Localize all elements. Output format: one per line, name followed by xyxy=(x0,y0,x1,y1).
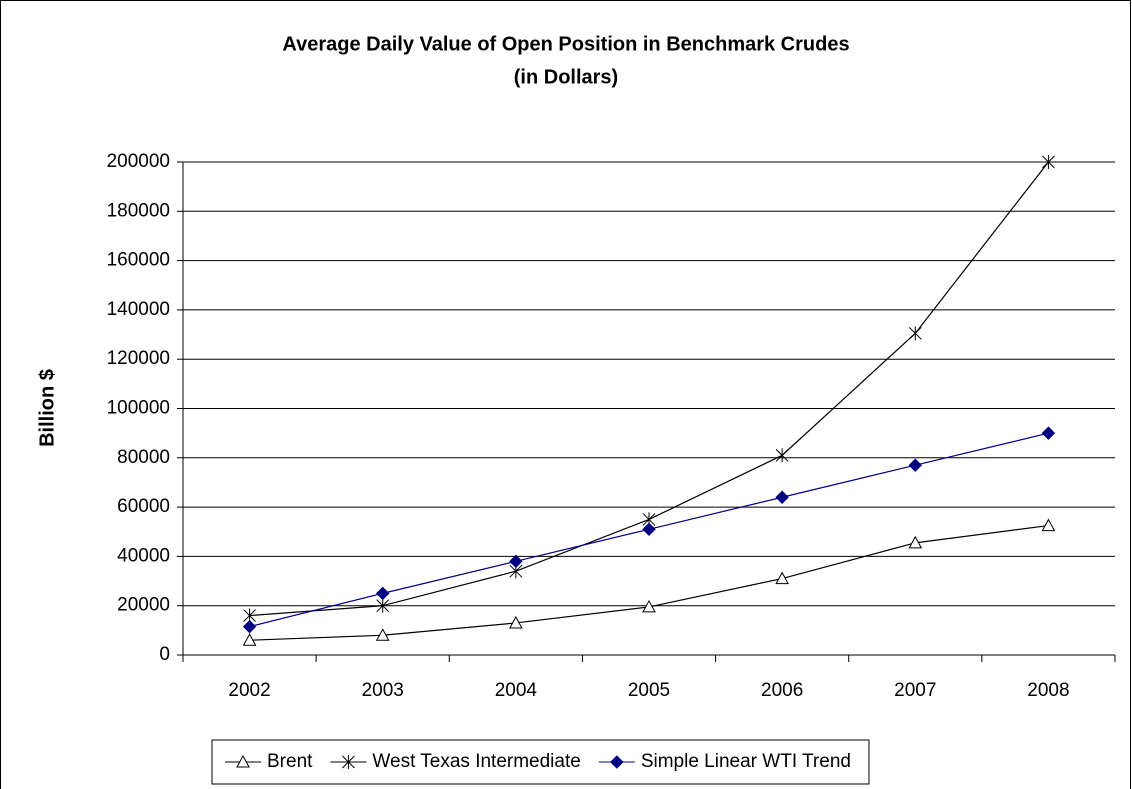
y-tick-label: 40000 xyxy=(117,545,170,566)
marker xyxy=(342,755,355,769)
marker xyxy=(242,633,257,646)
y-tick-label: 200000 xyxy=(107,151,170,172)
y-tick-label: 20000 xyxy=(117,595,170,616)
x-tick-label: 2005 xyxy=(628,680,670,701)
marker xyxy=(375,628,390,641)
x-tick-label: 2007 xyxy=(894,680,936,701)
x-tick-label: 2008 xyxy=(1027,680,1069,701)
marker xyxy=(242,619,257,634)
legend-box xyxy=(211,739,870,785)
marker xyxy=(1042,155,1055,169)
marker xyxy=(1041,426,1056,440)
y-tick-label: 140000 xyxy=(107,299,170,320)
marker xyxy=(509,615,523,629)
marker xyxy=(376,598,390,613)
y-tick-label: 180000 xyxy=(107,200,170,221)
marker xyxy=(509,554,523,569)
legend-label: West Texas Intermediate xyxy=(372,751,580,772)
y-tick-label: 60000 xyxy=(117,496,170,517)
x-tick-label: 2003 xyxy=(362,680,404,701)
y-tick-label: 120000 xyxy=(107,348,170,369)
chart-title: Average Daily Value of Open Position in … xyxy=(282,33,849,55)
x-tick-label: 2002 xyxy=(228,680,270,701)
y-tick-label: 80000 xyxy=(117,447,170,468)
x-tick-label: 2004 xyxy=(495,680,538,701)
y-axis-label: Billion $ xyxy=(36,369,58,447)
marker xyxy=(908,458,922,472)
marker xyxy=(236,754,250,768)
marker xyxy=(775,571,789,585)
marker xyxy=(642,522,656,536)
marker xyxy=(908,535,923,549)
y-tick-label: 160000 xyxy=(107,250,170,271)
y-tick-label: 100000 xyxy=(107,398,170,419)
x-tick-label: 2006 xyxy=(761,680,803,701)
marker xyxy=(908,326,922,341)
legend-label: Simple Linear WTI Trend xyxy=(641,751,851,772)
y-tick-label: 0 xyxy=(159,644,170,665)
marker xyxy=(610,755,624,769)
marker xyxy=(376,586,390,601)
marker xyxy=(775,448,789,463)
chart-subtitle: (in Dollars) xyxy=(514,66,618,88)
marker xyxy=(642,599,656,613)
marker xyxy=(1041,518,1056,532)
legend: Brent West Texas Intermediate Simple Linea… xyxy=(211,739,870,785)
legend-label: Brent xyxy=(267,751,313,772)
marker xyxy=(775,490,789,504)
